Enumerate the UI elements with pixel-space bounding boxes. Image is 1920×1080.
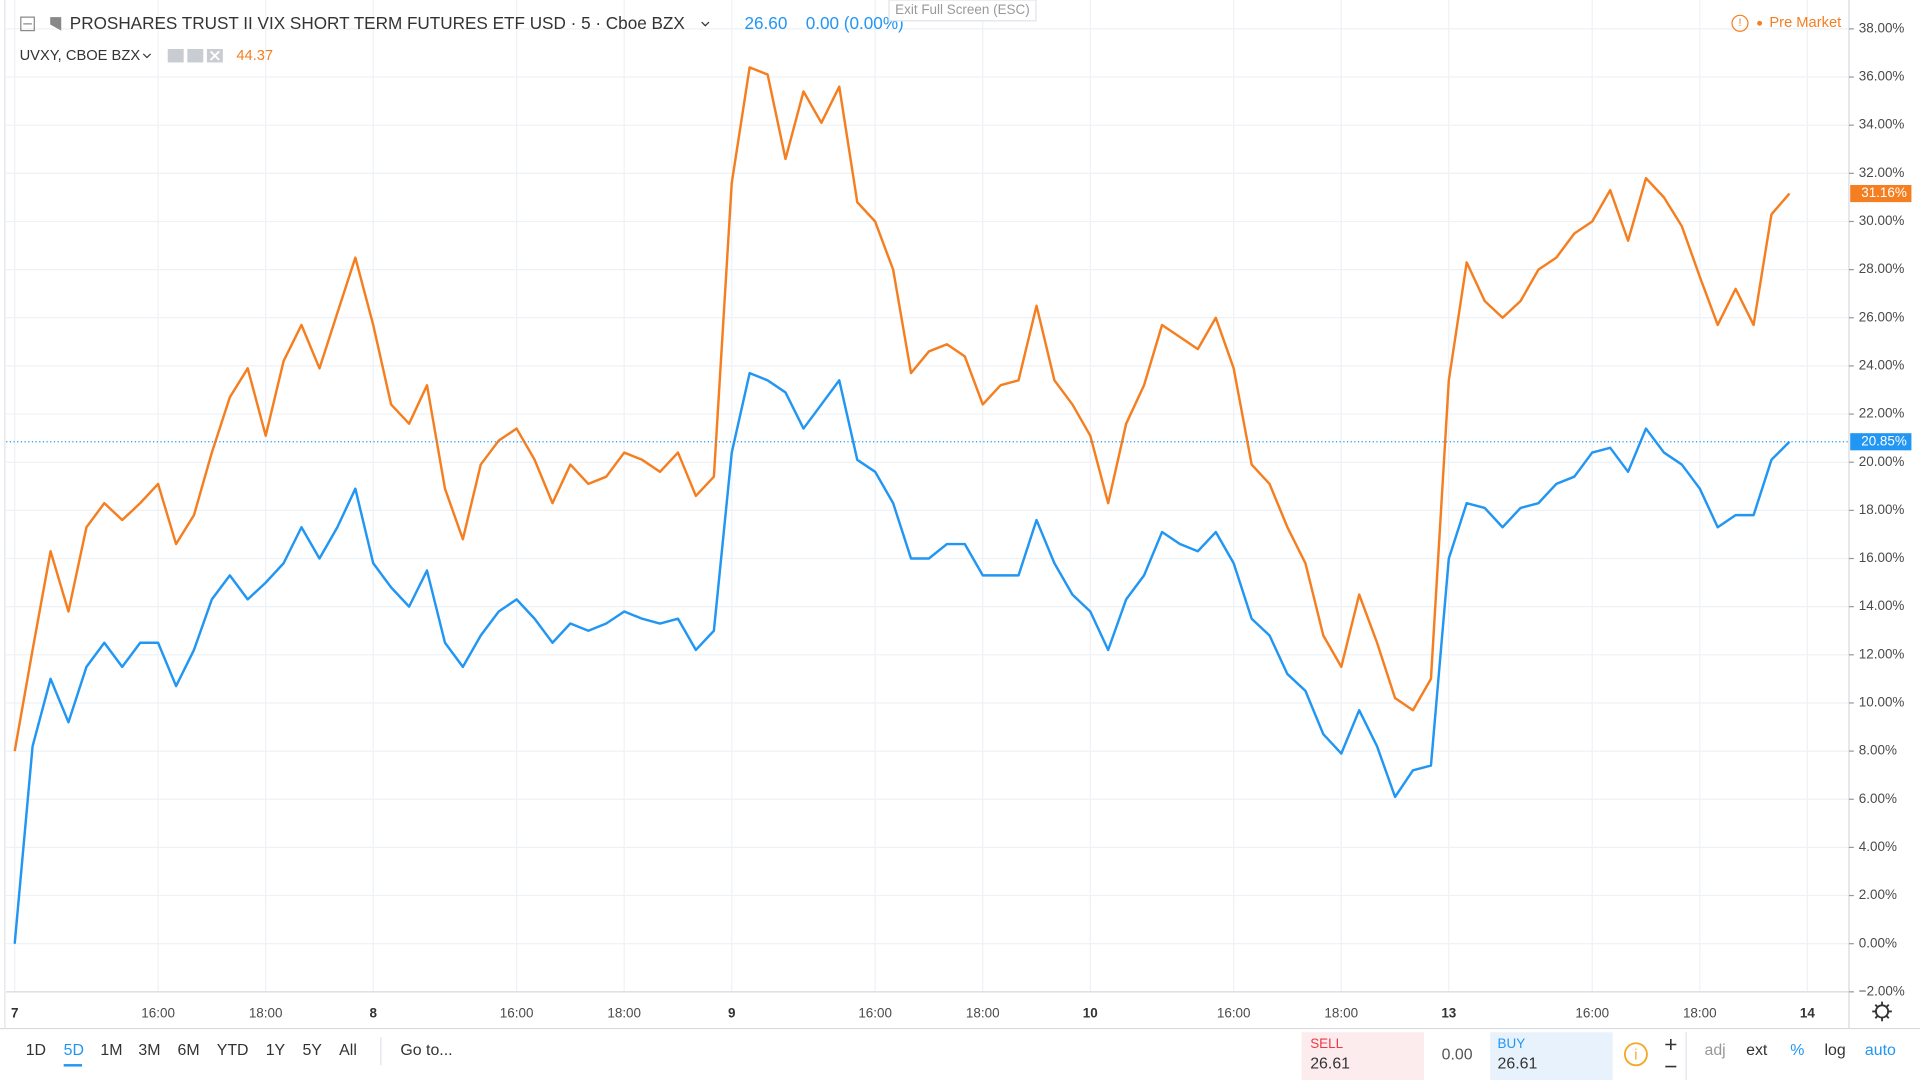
range-button[interactable]: All [339, 1042, 357, 1059]
x-tick-label: 16:00 [500, 1005, 534, 1020]
remove-icon [209, 50, 220, 61]
grid [6, 0, 1849, 993]
range-button[interactable]: 3M [138, 1042, 160, 1059]
x-tick-label: 18:00 [249, 1005, 283, 1020]
x-tick-label: 18:00 [1324, 1005, 1358, 1020]
bottom-toolbar: Go to... SELL 26.61 0.00 BUY 26.61 i 1D 5… [26, 1032, 1896, 1080]
x-tick-label: 13 [1441, 1005, 1456, 1020]
exit-fullscreen[interactable] [888, 0, 1037, 22]
flag-icon [48, 17, 62, 31]
y-tick-label: 24.00% [1859, 357, 1905, 372]
visibility-icon[interactable] [167, 48, 184, 63]
y-tick-label: 4.00% [1859, 839, 1897, 854]
session-label: Pre Market [1769, 15, 1841, 31]
series-title: PROSHARES TRUST II VIX SHORT TERM FUTURE… [70, 13, 686, 33]
y-tick-label: 18.00% [1859, 502, 1905, 517]
y-tick-label: 30.00% [1859, 213, 1905, 228]
dropdown-caret[interactable] [142, 53, 152, 59]
y-tick-label: 6.00% [1859, 791, 1897, 806]
x-tick-label: 16:00 [858, 1005, 892, 1020]
scale-option[interactable]: log [1824, 1042, 1845, 1059]
last-value-tag [1850, 433, 1912, 451]
x-tick-label: 18:00 [1683, 1005, 1717, 1020]
buy-label: BUY [1498, 1036, 1526, 1051]
x-tick-label: 16:00 [1575, 1005, 1609, 1020]
exit-fullscreen-label: Exit Full Screen (ESC) [895, 2, 1030, 17]
series-price: 26.60 [744, 13, 787, 33]
last-value-label: 31.16% [1861, 185, 1907, 200]
range-button[interactable]: 5Y [302, 1042, 322, 1059]
range-button[interactable]: 5D [64, 1042, 84, 1059]
info-icon[interactable] [1623, 1042, 1648, 1067]
last-value-tag [1850, 184, 1912, 203]
y-tick-label: 10.00% [1859, 695, 1905, 710]
range-button[interactable]: YTD [217, 1042, 249, 1059]
y-tick-label: 20.00% [1859, 454, 1905, 469]
spread: 0.00 [1442, 1047, 1473, 1064]
collapse-icon[interactable] [20, 16, 35, 32]
info-icon: i [1634, 1047, 1637, 1063]
series-change: 0.00 (0.00%) [806, 13, 904, 33]
range-button[interactable]: 1M [100, 1042, 122, 1059]
range-button[interactable]: 1D [26, 1042, 46, 1059]
scale-option[interactable]: ext [1746, 1042, 1768, 1059]
x-tick-label: 16:00 [141, 1005, 175, 1020]
scale-option[interactable]: adj [1704, 1042, 1725, 1059]
y-tick-label: 16.00% [1859, 550, 1905, 565]
last-value-label: 20.85% [1861, 433, 1907, 448]
settings-icon[interactable] [187, 48, 204, 63]
buy-price: 26.61 [1498, 1055, 1538, 1072]
scale-option[interactable]: auto [1865, 1042, 1896, 1059]
y-tick-label: 2.00% [1859, 887, 1897, 902]
marks [6, 66, 1849, 944]
x-tick-label: 18:00 [607, 1005, 641, 1020]
buy-button[interactable] [1490, 1032, 1613, 1080]
session-icon [1731, 14, 1749, 32]
x-tick-label: 7 [11, 1005, 18, 1020]
x-tick-label: 18:00 [966, 1005, 1000, 1020]
settings-gear [1872, 1001, 1892, 1022]
x-tick-label: 8 [369, 1005, 377, 1020]
goto-button[interactable]: Go to... [400, 1042, 452, 1059]
y-tick-label: 28.00% [1859, 261, 1905, 276]
y-tick-label: 36.00% [1859, 69, 1905, 84]
scale-option[interactable]: % [1790, 1042, 1804, 1059]
y-tick-label: 32.00% [1859, 165, 1905, 180]
compare-series-price: 44.37 [236, 48, 273, 64]
y-tick-label: 22.00% [1859, 406, 1905, 421]
range-button[interactable]: 6M [178, 1042, 200, 1059]
x-tick-label: 14 [1800, 1005, 1815, 1020]
y-tick-label: 38.00% [1859, 20, 1905, 35]
x-tick-label: 9 [728, 1005, 735, 1020]
y-tick-label: 8.00% [1859, 743, 1897, 758]
compare-series-title: UVXY, CBOE BZX [20, 48, 141, 64]
x-tick-label: 10 [1083, 1005, 1098, 1020]
y-tick-label: 12.00% [1859, 646, 1905, 661]
series-line [13, 66, 1791, 752]
series-line [13, 371, 1791, 944]
sell-price: 26.61 [1310, 1055, 1350, 1072]
y-tick-label: 0.00% [1859, 935, 1897, 950]
sell-label: SELL [1310, 1036, 1343, 1051]
y-tick-label: −2.00% [1859, 983, 1905, 998]
session-icon: ! [1738, 17, 1741, 29]
range-active-underline [63, 1064, 83, 1067]
sell-button[interactable] [1301, 1032, 1425, 1080]
x-tick-label: 16:00 [1217, 1005, 1251, 1020]
session-dot [1757, 20, 1763, 26]
y-tick-label: 26.00% [1859, 309, 1905, 324]
range-button[interactable]: 1Y [266, 1042, 286, 1059]
quantity-stepper[interactable] [1665, 1038, 1677, 1068]
y-tick-label: 34.00% [1859, 117, 1905, 132]
y-tick-label: 14.00% [1859, 598, 1905, 613]
dropdown-caret[interactable] [701, 21, 710, 27]
